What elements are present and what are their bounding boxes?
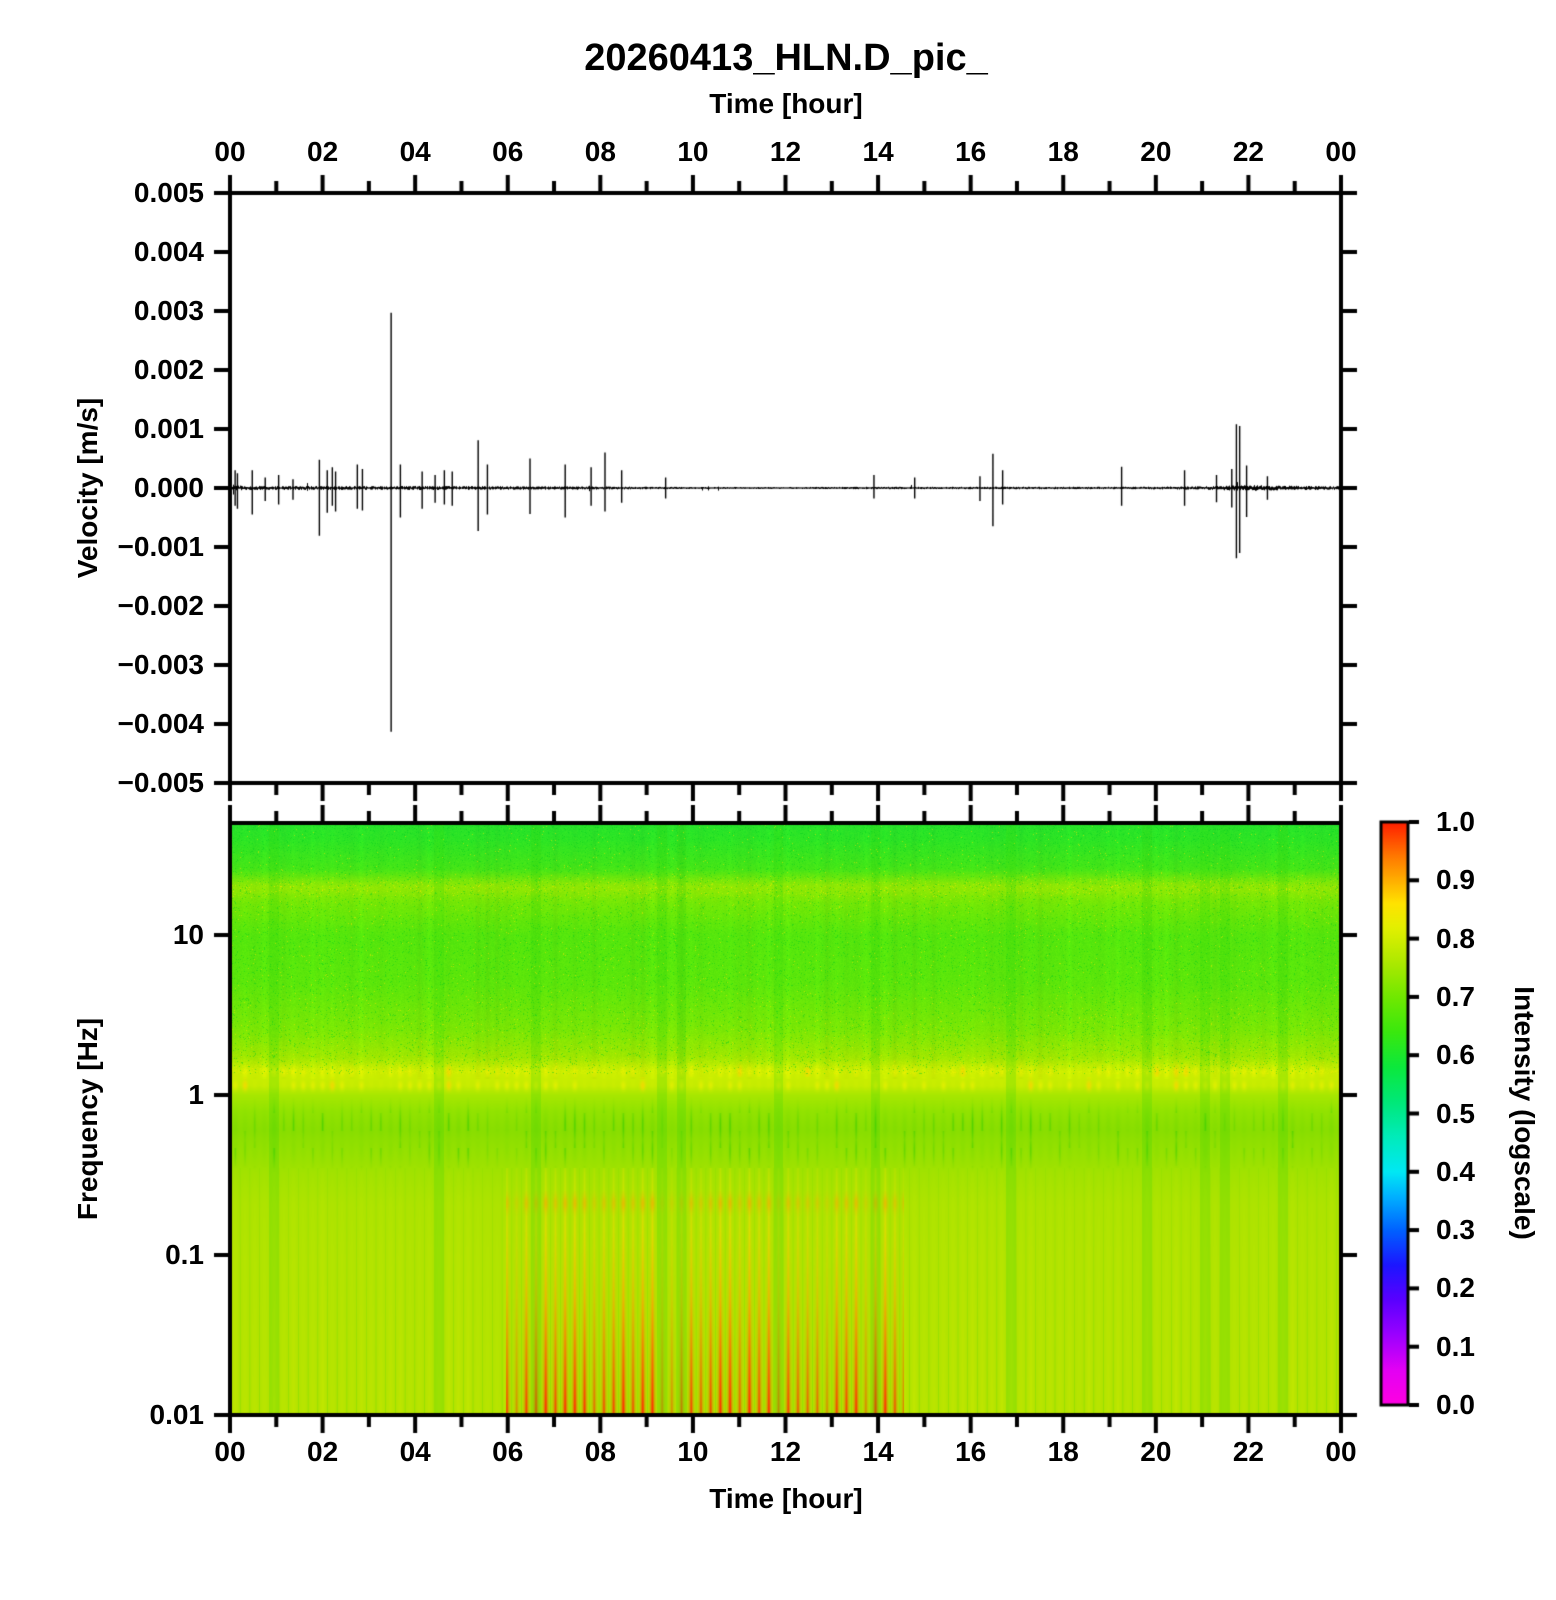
top-hour-tick-label: 04 [399, 136, 431, 167]
colorbar-tick-label: 0.0 [1436, 1389, 1475, 1420]
frequency-tick-label: 10 [172, 919, 204, 951]
bottom-time-axis-label: Time [hour] [709, 1483, 863, 1514]
velocity-tick-label: −0.002 [117, 590, 204, 621]
top-hour-tick-label: 18 [1047, 136, 1079, 167]
colorbar-tick-label: 0.8 [1436, 922, 1475, 954]
frequency-axis-label: Frequency [Hz] [72, 1017, 103, 1221]
bottom-hour-tick-label: 00 [1325, 1436, 1357, 1467]
bottom-hour-tick-label: 02 [307, 1436, 339, 1467]
top-hour-tick-label: 08 [584, 136, 616, 167]
colorbar-tick-label: 1.0 [1436, 806, 1475, 837]
colorbar-tick-label: 0.2 [1436, 1272, 1475, 1304]
colorbar-tick-label: 0.5 [1436, 1097, 1475, 1129]
colorbar-tick-label: 0.6 [1436, 1039, 1475, 1071]
velocity-tick-label: −0.005 [117, 767, 204, 798]
frequency-tick-label: 0.1 [165, 1239, 204, 1270]
bottom-hour-tick-label: 14 [862, 1436, 894, 1467]
bottom-hour-tick-label: 06 [492, 1436, 524, 1467]
top-time-axis-label: Time [hour] [709, 88, 863, 119]
bottom-hour-tick-label: 12 [769, 1436, 802, 1467]
top-hour-tick-label: 06 [492, 136, 524, 167]
bottom-hour-tick-label: 18 [1047, 1436, 1079, 1467]
velocity-tick-label: −0.001 [117, 531, 204, 562]
frequency-tick-label: 1 [188, 1079, 204, 1111]
velocity-tick-label: 0.001 [133, 413, 204, 444]
colorbar-tick-label: 0.9 [1436, 864, 1475, 896]
bottom-hour-tick-label: 20 [1140, 1436, 1172, 1467]
top-hour-tick-label: 00 [1325, 136, 1357, 167]
bottom-hour-tick-label: 10 [677, 1436, 709, 1467]
colorbar-tick-label: 0.4 [1436, 1155, 1475, 1187]
figure-title: 20260413_HLN.D_pic_ [584, 37, 988, 79]
bottom-hour-tick-label: 16 [955, 1436, 987, 1467]
top-hour-tick-label: 22 [1232, 136, 1264, 167]
intensity-axis-label: Intensity (logscale) [1509, 986, 1540, 1240]
bottom-hour-tick-label: 22 [1232, 1436, 1264, 1467]
velocity-tick-label: 0.005 [133, 177, 204, 208]
colorbar-tick-label: 0.3 [1436, 1214, 1475, 1246]
velocity-tick-label: −0.003 [117, 649, 204, 680]
velocity-tick-label: 0.004 [133, 236, 204, 267]
velocity-tick-label: 0.003 [133, 295, 204, 326]
colorbar-tick-label: 0.1 [1436, 1330, 1475, 1362]
bottom-hour-tick-label: 08 [584, 1436, 616, 1467]
velocity-tick-label: 0.002 [133, 354, 204, 385]
top-hour-tick-label: 16 [955, 136, 987, 167]
velocity-axis-label: Velocity [m/s] [72, 397, 103, 579]
top-hour-tick-label: 20 [1140, 136, 1172, 167]
colorbar-tick-label: 0.7 [1436, 980, 1475, 1012]
bottom-hour-tick-label: 00 [214, 1436, 246, 1467]
top-hour-tick-label: 00 [214, 136, 246, 167]
top-hour-tick-label: 12 [769, 136, 802, 167]
velocity-tick-label: −0.004 [117, 708, 204, 739]
frequency-tick-label: 0.01 [149, 1399, 205, 1430]
bottom-hour-tick-label: 04 [399, 1436, 431, 1467]
top-hour-tick-label: 02 [307, 136, 339, 167]
velocity-tick-label: 0.000 [133, 472, 204, 503]
top-hour-tick-label: 10 [677, 136, 709, 167]
top-hour-tick-label: 14 [862, 136, 894, 167]
